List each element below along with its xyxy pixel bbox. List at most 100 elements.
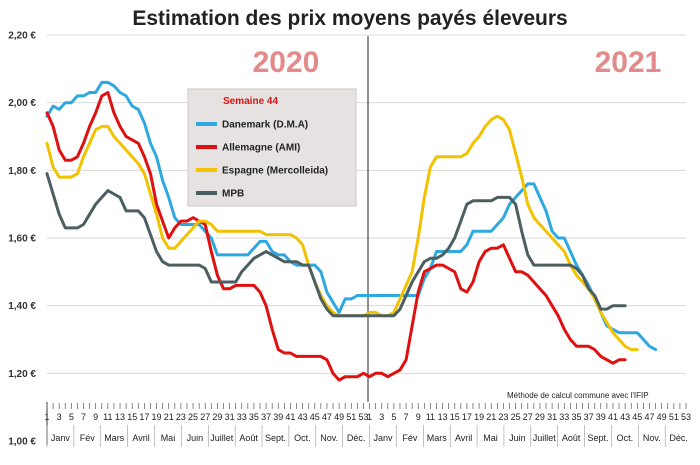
x-tick-label: 19 xyxy=(152,412,162,422)
month-label: Sept. xyxy=(588,433,609,443)
x-tick-label: 23 xyxy=(498,412,508,422)
legend: Semaine 44 Danemark (D.M.A) Allemagne (AM… xyxy=(187,88,357,207)
x-tick-label: 25 xyxy=(188,412,198,422)
x-tick-label: 51 xyxy=(346,412,356,422)
year-label-2021: 2021 xyxy=(595,46,662,79)
month-label: Juillet xyxy=(533,433,557,443)
y-tick-label: 1,60 € xyxy=(8,234,36,245)
month-label: Juin xyxy=(187,433,204,443)
x-tick-label: 17 xyxy=(139,412,149,422)
x-tick-label: 35 xyxy=(571,412,581,422)
x-tick-label: 41 xyxy=(608,412,618,422)
month-label: Nov. xyxy=(643,433,661,443)
x-tick-label: 1 xyxy=(367,412,372,422)
series-line xyxy=(45,91,627,382)
x-tick-label: 7 xyxy=(404,412,409,422)
x-tick-label: 9 xyxy=(93,412,98,422)
x-tick-label: 21 xyxy=(486,412,496,422)
chart-title: Estimation des prix moyens payés éleveur… xyxy=(132,7,567,30)
month-label: Mars xyxy=(104,433,124,443)
x-tick-label: 35 xyxy=(249,412,259,422)
month-label: Juin xyxy=(509,433,526,443)
x-tick-label: 37 xyxy=(261,412,271,422)
x-tick-label: 53 xyxy=(681,412,691,422)
method-note: Méthode de calcul commune avec l'IFIP xyxy=(507,391,649,400)
x-tick-label: 31 xyxy=(547,412,557,422)
month-label: Avril xyxy=(455,433,472,443)
x-tick-label: 27 xyxy=(523,412,533,422)
year-label-2020: 2020 xyxy=(253,46,320,79)
y-tick-label: 2,20 € xyxy=(8,31,36,42)
x-tick-label: 41 xyxy=(285,412,295,422)
x-tick-label: 47 xyxy=(644,412,654,422)
x-tick-label: 3 xyxy=(379,412,384,422)
x-tick-label: 33 xyxy=(559,412,569,422)
month-label: Mai xyxy=(483,433,498,443)
x-axis: 1 3 5 7 9 11 13 15 17 19 21 23 25 27 29 31 33 35 37 39 41 43 4… xyxy=(44,402,691,447)
x-tick-label: 43 xyxy=(298,412,308,422)
x-tick-label: 33 xyxy=(237,412,247,422)
x-tick-label: 21 xyxy=(164,412,174,422)
month-label: Août xyxy=(239,433,258,443)
month-label: Nov. xyxy=(320,433,338,443)
month-label: Juillet xyxy=(210,433,234,443)
x-tick-label: 17 xyxy=(462,412,472,422)
legend-label: Danemark (D.M.A) xyxy=(222,120,308,131)
series-line xyxy=(45,80,658,352)
x-tick-label: 23 xyxy=(176,412,186,422)
x-tick-label: 7 xyxy=(81,412,86,422)
x-tick-label: 15 xyxy=(127,412,137,422)
x-tick-label: 37 xyxy=(584,412,594,422)
x-tick-label: 11 xyxy=(103,412,112,422)
y-tick-label: 1,20 € xyxy=(8,369,36,380)
month-label: Août xyxy=(562,433,581,443)
x-tick-label: 3 xyxy=(57,412,62,422)
grid-lines xyxy=(47,34,686,374)
x-tick-label: 31 xyxy=(225,412,235,422)
x-tick-label: 47 xyxy=(322,412,332,422)
month-label: Avril xyxy=(132,433,149,443)
x-tick-label: 43 xyxy=(620,412,630,422)
series-line xyxy=(45,172,627,318)
month-label: Déc. xyxy=(347,433,366,443)
month-label: Oct. xyxy=(617,433,634,443)
x-tick-label: 45 xyxy=(310,412,320,422)
x-tick-label: 53 xyxy=(358,412,368,422)
legend-title: Semaine 44 xyxy=(223,96,278,107)
x-tick-label: 19 xyxy=(474,412,484,422)
x-tick-label: 45 xyxy=(632,412,642,422)
x-tick-label: 15 xyxy=(450,412,460,422)
x-tick-label: 49 xyxy=(334,412,344,422)
x-tick-label: 51 xyxy=(669,412,679,422)
x-tick-label: 39 xyxy=(273,412,283,422)
y-tick-label: 1,00 € xyxy=(8,437,36,448)
month-label: Oct. xyxy=(294,433,311,443)
x-tick-label: 49 xyxy=(657,412,667,422)
y-tick-label: 1,80 € xyxy=(8,166,36,177)
x-tick-label: 11 xyxy=(426,412,435,422)
x-tick-label: 5 xyxy=(391,412,396,422)
x-tick-label: 13 xyxy=(115,412,125,422)
y-axis: 1,00 € 1,20 € 1,40 € 1,60 € 1,80 € 2,00 € 2,20… xyxy=(8,31,36,448)
month-label: Sept. xyxy=(265,433,286,443)
month-label: Déc. xyxy=(669,433,688,443)
y-tick-label: 2,00 € xyxy=(8,98,36,109)
x-tick-label: 13 xyxy=(438,412,448,422)
month-label: Mars xyxy=(427,433,447,443)
legend-label: Allemagne (AMI) xyxy=(222,143,300,154)
legend-label: MPB xyxy=(222,189,244,200)
x-tick-label: 1 xyxy=(44,412,49,422)
x-tick-label: 5 xyxy=(69,412,74,422)
legend-label: Espagne (Mercolleida) xyxy=(222,166,328,177)
month-label: Janv xyxy=(51,433,71,443)
x-tick-label: 25 xyxy=(511,412,521,422)
x-tick-label: 29 xyxy=(212,412,222,422)
x-tick-label: 27 xyxy=(200,412,210,422)
x-tick-label: 39 xyxy=(596,412,606,422)
month-label: Fév xyxy=(402,433,418,443)
series-lines xyxy=(45,80,658,382)
x-tick-label: 29 xyxy=(535,412,545,422)
month-label: Janv xyxy=(373,433,393,443)
month-label: Fév xyxy=(80,433,96,443)
